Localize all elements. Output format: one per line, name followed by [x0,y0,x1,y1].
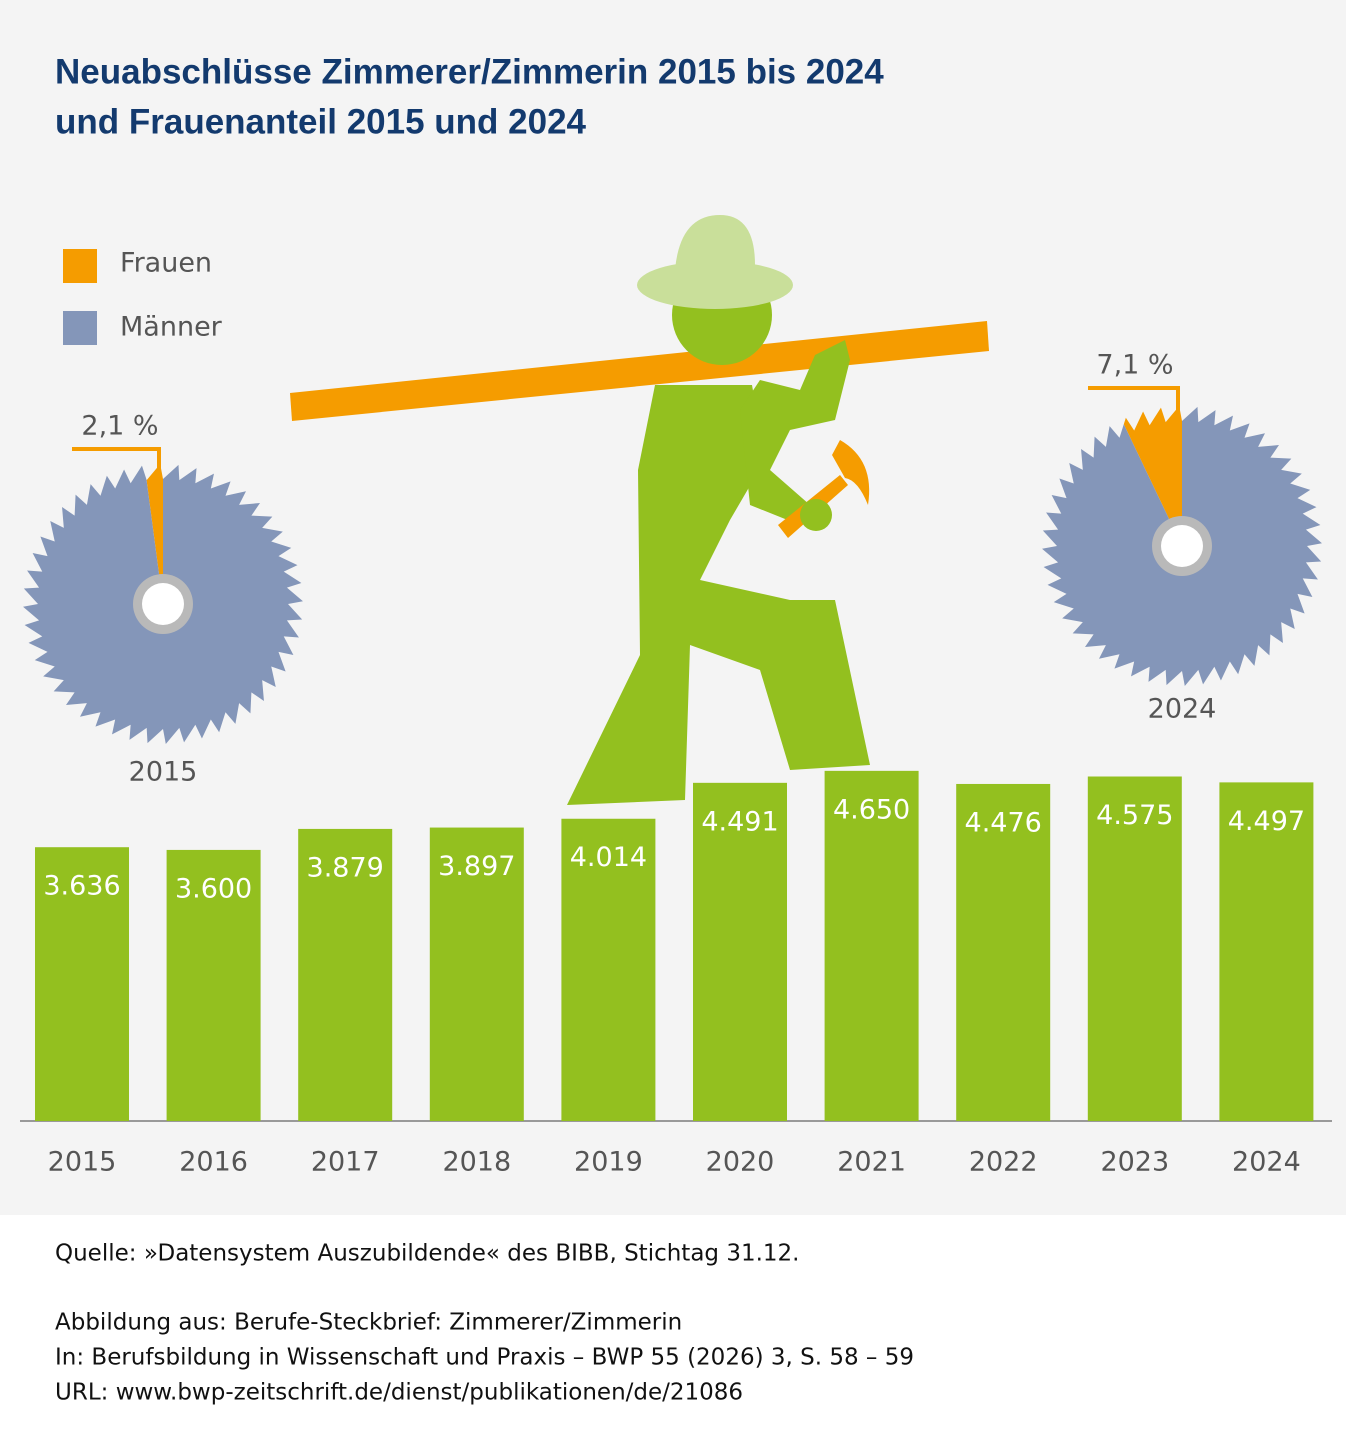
bar [693,782,787,1121]
x-tick-label: 2017 [311,1147,380,1178]
pie-label: 2015 [129,757,198,788]
value-label: 4.575 [1096,800,1173,831]
citation: URL: www.bwp-zeitschrift.de/dienst/publi… [55,1380,743,1406]
x-tick-label: 2020 [706,1147,775,1178]
x-tick-label: 2022 [969,1147,1038,1178]
x-tick-label: 2024 [1232,1147,1301,1178]
value-label: 4.476 [965,807,1042,838]
legend-swatch [63,311,97,345]
x-tick-label: 2021 [837,1147,906,1178]
value-label: 3.636 [43,871,120,902]
value-label: 7,1 % [1096,350,1173,381]
citation: In: Berufsbildung in Wissenschaft und Pr… [55,1345,914,1371]
value-label: 4.497 [1228,806,1305,837]
bar [561,818,656,1121]
bar [1219,782,1314,1121]
value-label: 4.491 [701,806,778,837]
pie-slice [141,464,163,604]
bar [824,770,919,1121]
source-note: Quelle: »Datensystem Auszubildende« des … [55,1241,799,1267]
chart-title: und Frauenanteil 2015 und 2024 [55,102,587,141]
value-label: 3.897 [438,851,515,882]
bar [429,827,524,1121]
bar [166,849,261,1121]
pie-label: 2024 [1148,694,1217,725]
x-tick-label: 2016 [179,1147,248,1178]
carpenter-figure [290,215,989,805]
leader-line [72,447,161,474]
legend-label: Männer [120,312,223,343]
bar [35,847,129,1121]
blade-hole [1161,525,1203,567]
value-label: 2,1 % [81,411,158,442]
bar [1087,776,1182,1121]
value-label: 3.600 [175,873,252,904]
x-tick-label: 2023 [1100,1147,1169,1178]
x-tick-label: 2018 [442,1147,511,1178]
legend-label: Frauen [120,248,212,279]
value-label: 3.879 [307,852,384,883]
legend-swatch [63,249,97,283]
citation: Abbildung aus: Berufe-Steckbrief: Zimmer… [55,1310,682,1336]
chart-title: Neuabschlüsse Zimmerer/Zimmerin 2015 bis… [55,52,884,91]
bar [298,828,393,1121]
x-tick-label: 2015 [48,1147,117,1178]
bar [956,783,1051,1121]
leader-line [1088,386,1180,416]
value-label: 4.014 [570,842,647,873]
pie-slice [1112,406,1182,546]
x-tick-label: 2019 [574,1147,643,1178]
value-label: 4.650 [833,794,910,825]
blade-hole [142,583,184,625]
